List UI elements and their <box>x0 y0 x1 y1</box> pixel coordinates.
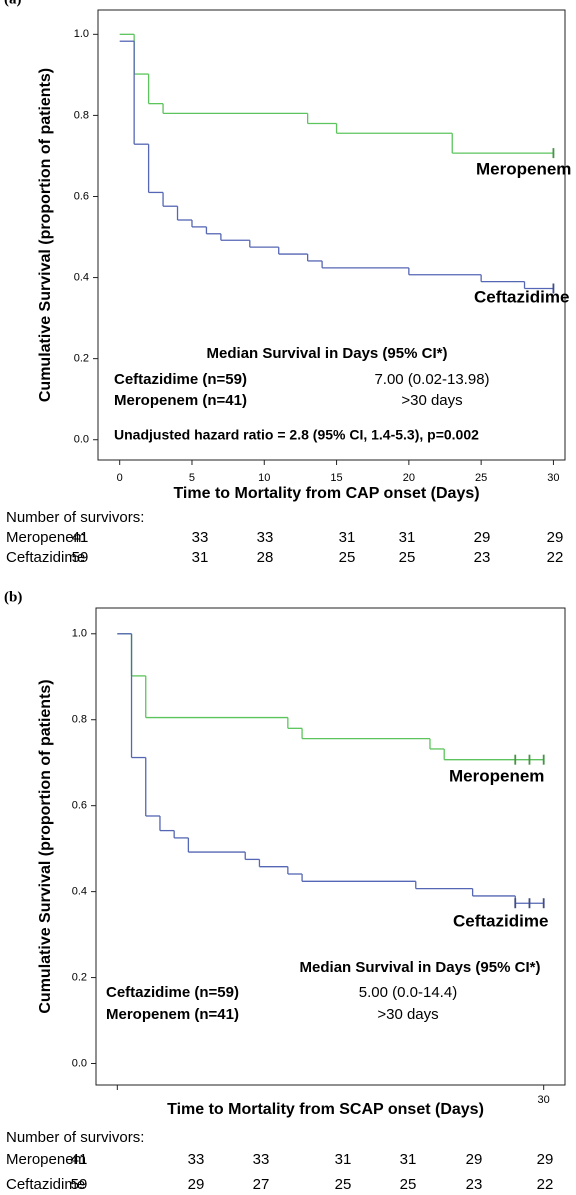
median-value: 5.00 (0.0-14.4) <box>359 984 457 1001</box>
risk-count: 31 <box>192 549 209 566</box>
y-tick-label: 1.0 <box>72 628 87 640</box>
risk-count: 31 <box>400 1151 417 1168</box>
risk-count: 25 <box>339 549 356 566</box>
x-tick-label: 10 <box>258 472 270 484</box>
y-tick-label: 0.4 <box>74 271 89 283</box>
risk-count: 28 <box>257 549 274 566</box>
median-title: Median Survival in Days (95% CI*) <box>300 959 541 976</box>
x-axis-title: Time to Mortality from SCAP onset (Days) <box>167 1101 484 1118</box>
series-label: Meropenem <box>449 766 544 785</box>
plot-frame <box>95 607 566 1086</box>
median-value: >30 days <box>377 1006 438 1023</box>
risk-count: 25 <box>400 1176 417 1193</box>
risk-count: 25 <box>399 549 416 566</box>
y-tick-label: 0.2 <box>74 353 89 365</box>
panel-label: (b) <box>4 589 22 605</box>
y-tick-label: 0.6 <box>74 190 89 202</box>
x-tick-label: 20 <box>403 472 415 484</box>
risk-count: 29 <box>547 529 564 546</box>
risk-count: 22 <box>547 549 564 566</box>
risk-group: Meropenem <box>6 1151 86 1168</box>
risk-count: 27 <box>253 1176 270 1193</box>
x-axis-title: Time to Mortality from CAP onset (Days) <box>173 485 479 502</box>
risk-count: 23 <box>466 1176 483 1193</box>
hazard-note: Unadjusted hazard ratio = 2.8 (95% CI, 1… <box>114 427 479 443</box>
risk-count: 31 <box>339 529 356 546</box>
median-value: 7.00 (0.02-13.98) <box>374 371 489 388</box>
series-label: Ceftazidime <box>453 911 548 930</box>
y-tick-label: 0.4 <box>72 886 87 898</box>
x-tick-label: 0 <box>117 472 123 484</box>
series-label: Meropenem <box>476 159 571 178</box>
y-axis-title: Cumulative Survival (proportion of patie… <box>37 68 54 402</box>
y-tick-label: 0.2 <box>72 971 87 983</box>
risk-title: Number of survivors: <box>6 1129 144 1146</box>
panel-label: (a) <box>4 0 22 7</box>
median-group: Meropenem (n=41) <box>114 392 247 409</box>
y-tick-label: 0.8 <box>72 714 87 726</box>
y-tick-label: 1.0 <box>74 28 89 40</box>
risk-count: 22 <box>537 1176 554 1193</box>
risk-count: 29 <box>537 1151 554 1168</box>
median-title: Median Survival in Days (95% CI*) <box>207 345 448 362</box>
risk-count: 29 <box>474 529 491 546</box>
risk-count: 59 <box>71 1176 88 1193</box>
risk-count: 31 <box>399 529 416 546</box>
risk-count: 41 <box>72 529 89 546</box>
risk-count: 33 <box>257 529 274 546</box>
risk-count: 25 <box>335 1176 352 1193</box>
risk-count: 41 <box>71 1151 88 1168</box>
risk-count: 33 <box>192 529 209 546</box>
risk-group: Meropenem <box>6 529 86 546</box>
x-tick-label: 5 <box>189 472 195 484</box>
y-tick-label: 0.8 <box>74 109 89 121</box>
risk-title: Number of survivors: <box>6 509 144 526</box>
risk-count: 23 <box>474 549 491 566</box>
risk-count: 29 <box>466 1151 483 1168</box>
risk-count: 59 <box>72 549 89 566</box>
risk-count: 31 <box>335 1151 352 1168</box>
y-tick-label: 0.6 <box>72 800 87 812</box>
y-tick-label: 0.0 <box>72 1057 87 1069</box>
plot-frame <box>97 9 566 461</box>
x-tick-label: 30 <box>538 1094 550 1106</box>
median-group: Meropenem (n=41) <box>106 1006 239 1023</box>
x-tick-label: 25 <box>475 472 487 484</box>
median-value: >30 days <box>401 392 462 409</box>
risk-count: 33 <box>253 1151 270 1168</box>
x-tick-label: 15 <box>330 472 342 484</box>
risk-count: 29 <box>188 1176 205 1193</box>
y-tick-label: 0.0 <box>74 434 89 446</box>
risk-count: 33 <box>188 1151 205 1168</box>
x-tick-label: 30 <box>547 472 559 484</box>
median-group: Ceftazidime (n=59) <box>106 984 239 1001</box>
risk-group: Ceftazidime <box>6 549 85 566</box>
y-axis-title: Cumulative Survival (proportion of patie… <box>37 679 54 1013</box>
series-label: Ceftazidime <box>474 287 569 306</box>
median-group: Ceftazidime (n=59) <box>114 371 247 388</box>
risk-group: Ceftazidime <box>6 1176 85 1193</box>
